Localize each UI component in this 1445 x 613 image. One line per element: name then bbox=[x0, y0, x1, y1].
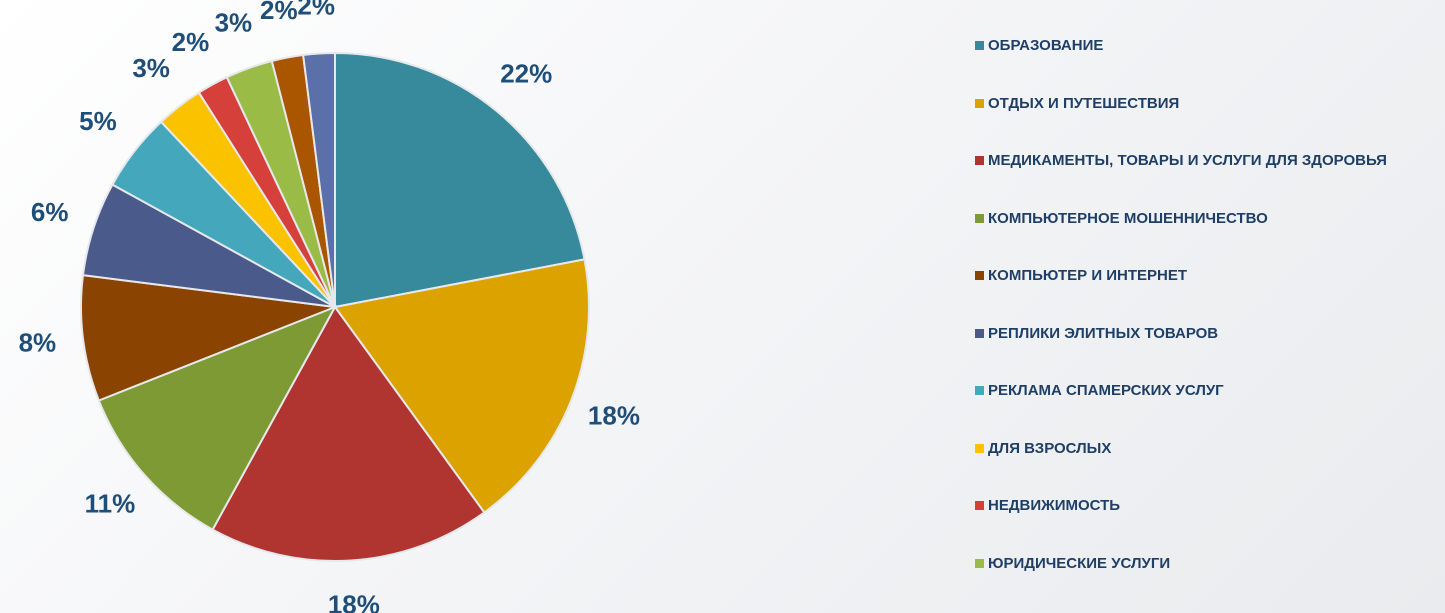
pie-slice bbox=[333, 258, 590, 514]
pie-slice bbox=[97, 305, 338, 531]
data-label: 18% bbox=[328, 589, 380, 613]
legend-label: РЕКЛАМА СПАМЕРСКИХ УСЛУГ bbox=[988, 382, 1224, 399]
legend-item: КОМПЬЮТЕР И ИНТЕРНЕТ bbox=[975, 267, 1415, 325]
legend-item: РЕПЛИКИ ЭЛИТНЫХ ТОВАРОВ bbox=[975, 325, 1415, 383]
legend-item: НЕДВИЖИМОСТЬ bbox=[975, 497, 1415, 555]
data-label: 8% bbox=[19, 327, 57, 357]
legend-item: КОМПЬЮТЕРНОЕ МОШЕННИЧЕСТВО bbox=[975, 210, 1415, 268]
legend-swatch bbox=[975, 558, 984, 568]
legend-label: КОМПЬЮТЕРНОЕ МОШЕННИЧЕСТВО bbox=[988, 209, 1268, 227]
legend-swatch bbox=[975, 41, 984, 50]
data-label: 22% bbox=[500, 59, 552, 89]
legend-swatch bbox=[975, 386, 984, 395]
legend-label: ДЛЯ ВЗРОСЛЫХ bbox=[988, 439, 1112, 457]
pie-slice bbox=[211, 305, 486, 562]
legend-swatch bbox=[975, 271, 984, 280]
legend-label: МЕДИКАМЕНТЫ, ТОВАРЫ И УСЛУГИ ДЛЯ ЗДОРОВЬ… bbox=[988, 152, 1387, 169]
legend-label: КОМПЬЮТЕР И ИНТЕРНЕТ bbox=[988, 267, 1188, 284]
legend-item: ДЛЯ ВЗРОСЛЫХ bbox=[975, 440, 1415, 498]
legend-swatch bbox=[975, 213, 984, 223]
legend-swatch bbox=[975, 443, 984, 453]
data-label: 3% bbox=[215, 8, 253, 38]
data-label: 2% bbox=[297, 0, 335, 20]
data-label: 11% bbox=[85, 488, 136, 518]
chart: 22%18%18%11%8%6%5%3%2%3% 2% 2% bbox=[19, 0, 640, 613]
pie-slice bbox=[334, 51, 586, 309]
data-label: 5% bbox=[79, 106, 117, 136]
legend-item: ОБРАЗОВАНИЕ bbox=[975, 37, 1415, 95]
data-label: 2% bbox=[260, 0, 298, 25]
legend-item: ЮРИДИЧЕСКИЕ УСЛУГИ bbox=[975, 555, 1415, 613]
legend-item: РЕКЛАМА СПАМЕРСКИХ УСЛУГ bbox=[975, 382, 1415, 440]
data-label: 18% bbox=[588, 400, 640, 430]
legend: ОБРАЗОВАНИЕ ОТДЫХ И ПУТЕШЕСТВИЯ МЕДИКАМЕНТ… bbox=[975, 37, 1415, 612]
legend-label: РЕПЛИКИ ЭЛИТНЫХ ТОВАРОВ bbox=[988, 324, 1219, 342]
pie-slice bbox=[302, 51, 336, 308]
legend-item: ОТДЫХ И ПУТЕШЕСТВИЯ bbox=[975, 95, 1415, 153]
data-label: 6% bbox=[31, 197, 69, 227]
legend-swatch bbox=[975, 328, 984, 338]
legend-label: ОБРАЗОВАНИЕ bbox=[988, 37, 1104, 54]
legend-swatch bbox=[975, 156, 984, 165]
legend-swatch bbox=[975, 501, 984, 510]
data-label: 2% bbox=[172, 27, 210, 57]
data-label: 3% bbox=[132, 53, 170, 83]
legend-label: ОТДЫХ И ПУТЕШЕСТВИЯ bbox=[988, 94, 1180, 112]
legend-item: МЕДИКАМЕНТЫ, ТОВАРЫ И УСЛУГИ ДЛЯ ЗДОРОВЬ… bbox=[975, 152, 1415, 210]
legend-label: НЕДВИЖИМОСТЬ bbox=[988, 497, 1121, 514]
legend-label: ЮРИДИЧЕСКИЕ УСЛУГИ bbox=[988, 554, 1171, 572]
legend-swatch bbox=[975, 98, 984, 108]
pie-slice bbox=[80, 274, 336, 402]
